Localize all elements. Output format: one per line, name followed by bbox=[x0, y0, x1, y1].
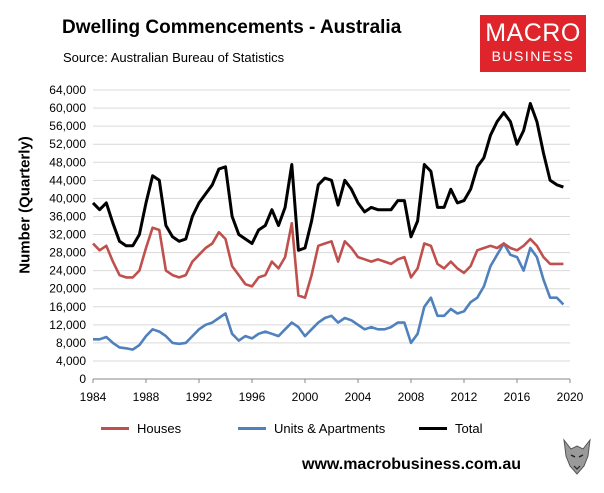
y-tick-label: 12,000 bbox=[49, 318, 86, 332]
legend-swatch-total bbox=[419, 427, 447, 430]
chart-source: Source: Australian Bureau of Statistics bbox=[63, 50, 285, 65]
x-tick-label: 2020 bbox=[557, 390, 584, 404]
y-tick-label: 4,000 bbox=[56, 354, 86, 368]
x-tick-label: 2016 bbox=[504, 390, 531, 404]
y-tick-label: 60,000 bbox=[49, 101, 86, 115]
legend-item-units: Units & Apartments bbox=[238, 421, 385, 436]
y-tick-labels: 0 4,000 8,000 12,000 16,000 20,000 24,000 28,00… bbox=[49, 83, 86, 386]
logo-line-1: MACRO bbox=[485, 19, 581, 47]
x-tick-label: 2012 bbox=[451, 390, 478, 404]
y-tick-label: 64,000 bbox=[49, 83, 86, 97]
y-tick-label: 52,000 bbox=[49, 137, 86, 151]
chart-title: Dwelling Commencements - Australia bbox=[62, 17, 402, 38]
legend-label-units: Units & Apartments bbox=[274, 421, 386, 436]
legend-label-total: Total bbox=[455, 421, 483, 436]
y-tick-label: 32,000 bbox=[49, 228, 86, 242]
x-tick-label: 1996 bbox=[239, 390, 266, 404]
y-tick-label: 8,000 bbox=[56, 336, 86, 350]
legend-item-houses: Houses bbox=[101, 421, 181, 436]
y-tick-label: 28,000 bbox=[49, 246, 86, 260]
legend-swatch-houses bbox=[101, 427, 129, 430]
y-tick-label: 56,000 bbox=[49, 119, 86, 133]
x-tick-label: 2008 bbox=[398, 390, 425, 404]
logo-line-2: BUSINESS bbox=[491, 48, 575, 64]
website-url: www.macrobusiness.com.au bbox=[302, 456, 522, 473]
x-tick-label: 1992 bbox=[186, 390, 213, 404]
y-tick-label: 16,000 bbox=[49, 300, 86, 314]
series-lines bbox=[91, 102, 565, 351]
chart-legend: Houses Units & Apartments Total bbox=[0, 418, 604, 440]
x-tick-label: 2004 bbox=[345, 390, 372, 404]
y-tick-label: 40,000 bbox=[49, 191, 86, 205]
x-tick-labels: 1984 1988 1992 1996 2000 2004 2008 2012 2016 2020 bbox=[80, 378, 584, 404]
wolf-logo-icon bbox=[563, 438, 591, 475]
legend-label-houses: Houses bbox=[137, 421, 182, 436]
series-line-total bbox=[91, 102, 564, 252]
y-tick-label: 20,000 bbox=[49, 282, 86, 296]
x-tick-label: 2000 bbox=[292, 390, 319, 404]
line-chart: 0 4,000 8,000 12,000 16,000 20,000 24,000 28,00… bbox=[49, 83, 584, 404]
x-tick-label: 1984 bbox=[80, 390, 107, 404]
macrobusiness-logo: MACRO BUSINESS bbox=[480, 15, 586, 72]
y-tick-label: 0 bbox=[79, 372, 86, 386]
series-line-houses bbox=[92, 221, 564, 300]
y-tick-label: 44,000 bbox=[49, 173, 86, 187]
series-line-units-apartments bbox=[93, 242, 565, 351]
legend-item-total: Total bbox=[419, 421, 482, 436]
legend-swatch-units bbox=[238, 427, 266, 430]
y-tick-label: 36,000 bbox=[49, 209, 86, 223]
y-tick-label: 24,000 bbox=[49, 264, 86, 278]
x-tick-label: 1988 bbox=[133, 390, 160, 404]
y-tick-label: 48,000 bbox=[49, 155, 86, 169]
